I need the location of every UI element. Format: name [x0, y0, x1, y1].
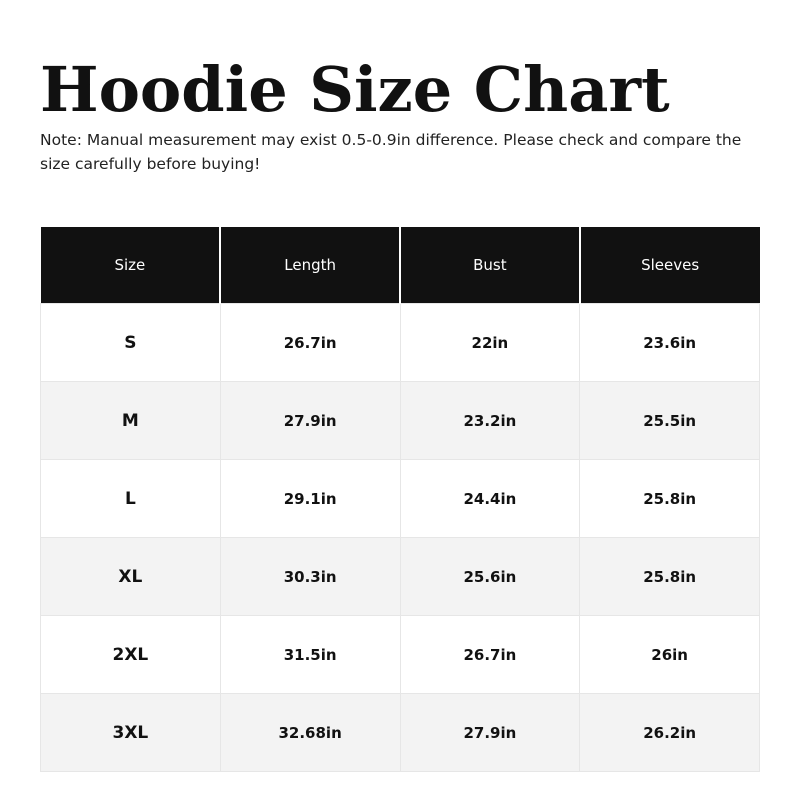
cell-bust: 24.4in: [399, 459, 581, 538]
cell-length: 31.5in: [219, 615, 401, 694]
cell-sleeves: 25.5in: [579, 381, 760, 460]
cell-size: 3XL: [40, 693, 221, 772]
table-row: L 29.1in 24.4in 25.8in: [40, 459, 760, 538]
cell-sleeves: 26in: [579, 615, 760, 694]
size-chart-table: Size Length Bust Sleeves S 26.7in 22in 23.6…: [40, 227, 760, 772]
table-row: 2XL 31.5in 26.7in 26in: [40, 615, 760, 694]
table-row: 3XL 32.68in 27.9in 26.2in: [40, 693, 760, 772]
cell-length: 30.3in: [219, 537, 401, 616]
cell-length: 29.1in: [219, 459, 401, 538]
cell-size: L: [40, 459, 221, 538]
page-title: Hoodie Size Chart: [40, 53, 670, 126]
table-row: S 26.7in 22in 23.6in: [40, 303, 760, 382]
cell-sleeves: 23.6in: [579, 303, 760, 382]
cell-bust: 26.7in: [399, 615, 581, 694]
cell-size: M: [40, 381, 221, 460]
table-row: M 27.9in 23.2in 25.5in: [40, 381, 760, 460]
cell-bust: 23.2in: [399, 381, 581, 460]
cell-sleeves: 26.2in: [579, 693, 760, 772]
cell-length: 32.68in: [219, 693, 401, 772]
header-bust: Bust: [399, 227, 580, 304]
header-sleeves: Sleeves: [578, 227, 760, 304]
table-row: XL 30.3in 25.6in 25.8in: [40, 537, 760, 616]
table-header-row: Size Length Bust Sleeves: [40, 227, 760, 304]
cell-bust: 27.9in: [399, 693, 581, 772]
cell-size: XL: [40, 537, 221, 616]
header-size: Size: [40, 227, 221, 304]
cell-bust: 25.6in: [399, 537, 581, 616]
measurement-note: Note: Manual measurement may exist 0.5-0…: [40, 131, 742, 173]
cell-sleeves: 25.8in: [579, 459, 760, 538]
cell-size: 2XL: [40, 615, 221, 694]
cell-length: 26.7in: [219, 303, 401, 382]
cell-length: 27.9in: [219, 381, 401, 460]
cell-size: S: [40, 303, 221, 382]
cell-bust: 22in: [399, 303, 581, 382]
cell-sleeves: 25.8in: [579, 537, 760, 616]
header-length: Length: [219, 227, 400, 304]
